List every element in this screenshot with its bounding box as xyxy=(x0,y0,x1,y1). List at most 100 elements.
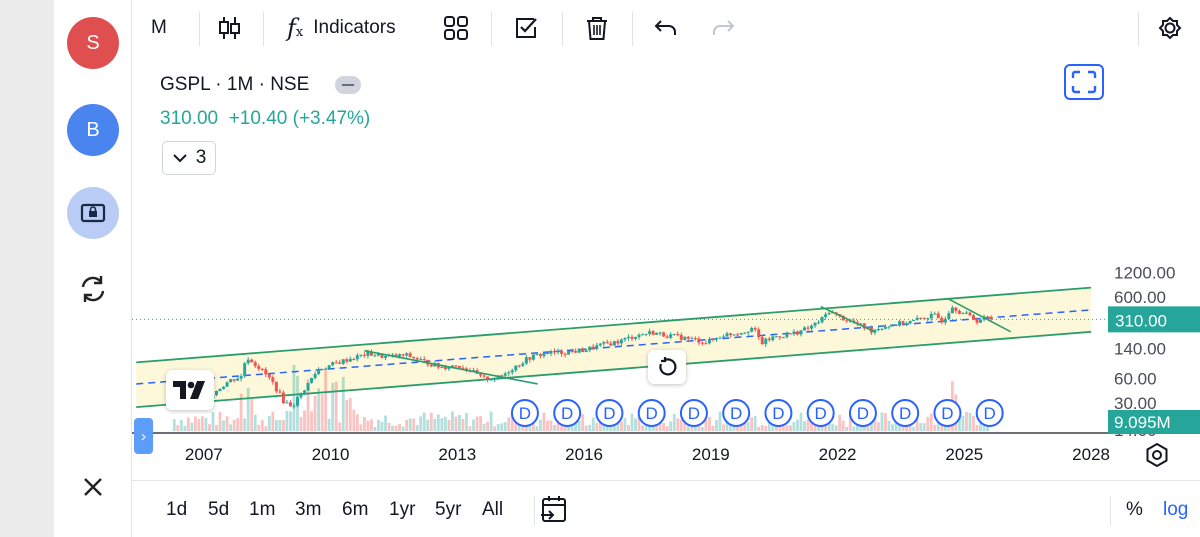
price-chart[interactable]: DDDDDDDDDDDD14.0030.0060.00140.00600.001… xyxy=(132,57,1200,480)
volume-bar xyxy=(880,412,884,431)
side-panel: S B xyxy=(54,0,132,537)
candle-body xyxy=(376,353,380,356)
candle-body xyxy=(986,316,990,318)
dividend-marker[interactable] xyxy=(553,399,582,427)
range-button-5d[interactable]: 5d xyxy=(208,499,230,520)
dividend-marker[interactable] xyxy=(764,399,793,427)
alert-button[interactable] xyxy=(512,10,540,46)
dividend-marker[interactable] xyxy=(679,399,708,427)
avatar-s-button[interactable]: S xyxy=(67,17,119,69)
volume-bar xyxy=(570,423,574,431)
candle-body xyxy=(341,359,345,364)
range-button-1yr[interactable]: 1yr xyxy=(389,499,416,520)
volume-bar xyxy=(838,414,842,431)
candle-body xyxy=(926,318,930,320)
grid-icon xyxy=(444,16,468,40)
candle-body xyxy=(623,338,627,340)
dividend-marker[interactable] xyxy=(722,399,751,427)
candle-body xyxy=(570,350,574,352)
range-button-5yr[interactable]: 5yr xyxy=(435,499,462,520)
close-icon[interactable] xyxy=(76,470,110,504)
axis-settings-button[interactable] xyxy=(1142,440,1172,470)
dividend-marker-label: D xyxy=(941,404,953,423)
candle-body xyxy=(542,353,546,356)
candle-body xyxy=(605,342,609,344)
legend-symbol: GSPL xyxy=(160,74,210,95)
legend-interval: 1M xyxy=(226,74,254,95)
screen-lock-button[interactable] xyxy=(67,187,119,239)
range-button-all[interactable]: All xyxy=(482,499,504,520)
undo-icon xyxy=(654,20,676,35)
volume-bar xyxy=(352,409,356,431)
go-to-date-button[interactable] xyxy=(539,493,571,530)
volume-bar xyxy=(700,426,704,431)
dividend-marker[interactable] xyxy=(891,399,920,427)
candle-body xyxy=(267,374,271,378)
volume-bar xyxy=(796,419,799,431)
chart-type-button[interactable] xyxy=(216,10,244,46)
candle-body xyxy=(482,375,486,377)
trash-icon xyxy=(587,17,607,40)
dividend-marker-label: D xyxy=(646,404,658,423)
price-axis[interactable] xyxy=(1108,57,1200,480)
market-status-indicator[interactable] xyxy=(334,75,361,94)
undo-button[interactable] xyxy=(652,10,680,46)
candle-body xyxy=(317,369,321,374)
sync-icon[interactable] xyxy=(76,272,110,306)
expand-panel-tab[interactable]: › xyxy=(134,418,153,454)
candle-body xyxy=(718,337,722,339)
percent-scale-button[interactable]: % xyxy=(1126,499,1143,520)
dividend-marker[interactable] xyxy=(637,399,666,427)
dividend-marker[interactable] xyxy=(933,399,962,427)
x-tick-label: 2019 xyxy=(692,445,730,464)
volume-bar xyxy=(848,415,852,431)
volume-bar xyxy=(422,412,426,431)
range-button-1d[interactable]: 1d xyxy=(166,499,188,520)
volume-bar xyxy=(362,417,366,431)
volume-bar xyxy=(264,426,268,431)
candle-body xyxy=(489,379,493,381)
candle-body xyxy=(225,382,229,387)
volume-bar xyxy=(852,426,856,431)
volume-bar xyxy=(208,424,211,431)
avatar-b-button[interactable]: B xyxy=(67,104,119,156)
candle-body xyxy=(588,346,592,351)
log-scale-button[interactable]: log xyxy=(1163,499,1189,520)
candle-body xyxy=(595,345,599,349)
candle-body xyxy=(940,317,944,323)
dividend-marker[interactable] xyxy=(510,399,539,427)
fullscreen-button[interactable] xyxy=(1064,64,1104,100)
range-button-1m[interactable]: 1m xyxy=(249,499,276,520)
range-button-3m[interactable]: 3m xyxy=(295,499,322,520)
candle-body xyxy=(880,328,884,330)
dividend-marker[interactable] xyxy=(595,399,624,427)
indicators-collapse-button[interactable]: 3 xyxy=(162,141,216,175)
volume-bar xyxy=(190,422,194,431)
dividend-marker[interactable] xyxy=(975,399,1004,427)
volume-bar xyxy=(415,425,419,431)
interval-button[interactable]: M xyxy=(151,17,167,38)
volume-bar xyxy=(669,421,673,431)
candle-body xyxy=(369,351,373,356)
candle-body xyxy=(736,334,740,336)
volume-bar xyxy=(183,425,187,431)
candle-body xyxy=(503,373,507,376)
volume-bar xyxy=(500,423,504,431)
reset-chart-button[interactable] xyxy=(648,350,686,384)
indicators-button[interactable]: fx Indicators xyxy=(287,10,396,46)
candle-body xyxy=(781,337,785,339)
dividend-marker[interactable] xyxy=(806,399,835,427)
candle-body xyxy=(979,319,983,323)
candle-body xyxy=(936,313,940,318)
delete-button[interactable] xyxy=(583,10,611,46)
range-button-6m[interactable]: 6m xyxy=(342,499,369,520)
settings-button[interactable] xyxy=(1154,10,1186,46)
checkbox-icon xyxy=(516,18,537,38)
templates-button[interactable] xyxy=(442,10,470,46)
dividend-marker-label: D xyxy=(561,404,573,423)
indicators-label: Indicators xyxy=(313,17,396,38)
redo-button[interactable] xyxy=(709,10,737,46)
dividend-marker[interactable] xyxy=(848,399,877,427)
x-tick-label: 2022 xyxy=(819,445,857,464)
tradingview-logo[interactable] xyxy=(166,370,214,410)
